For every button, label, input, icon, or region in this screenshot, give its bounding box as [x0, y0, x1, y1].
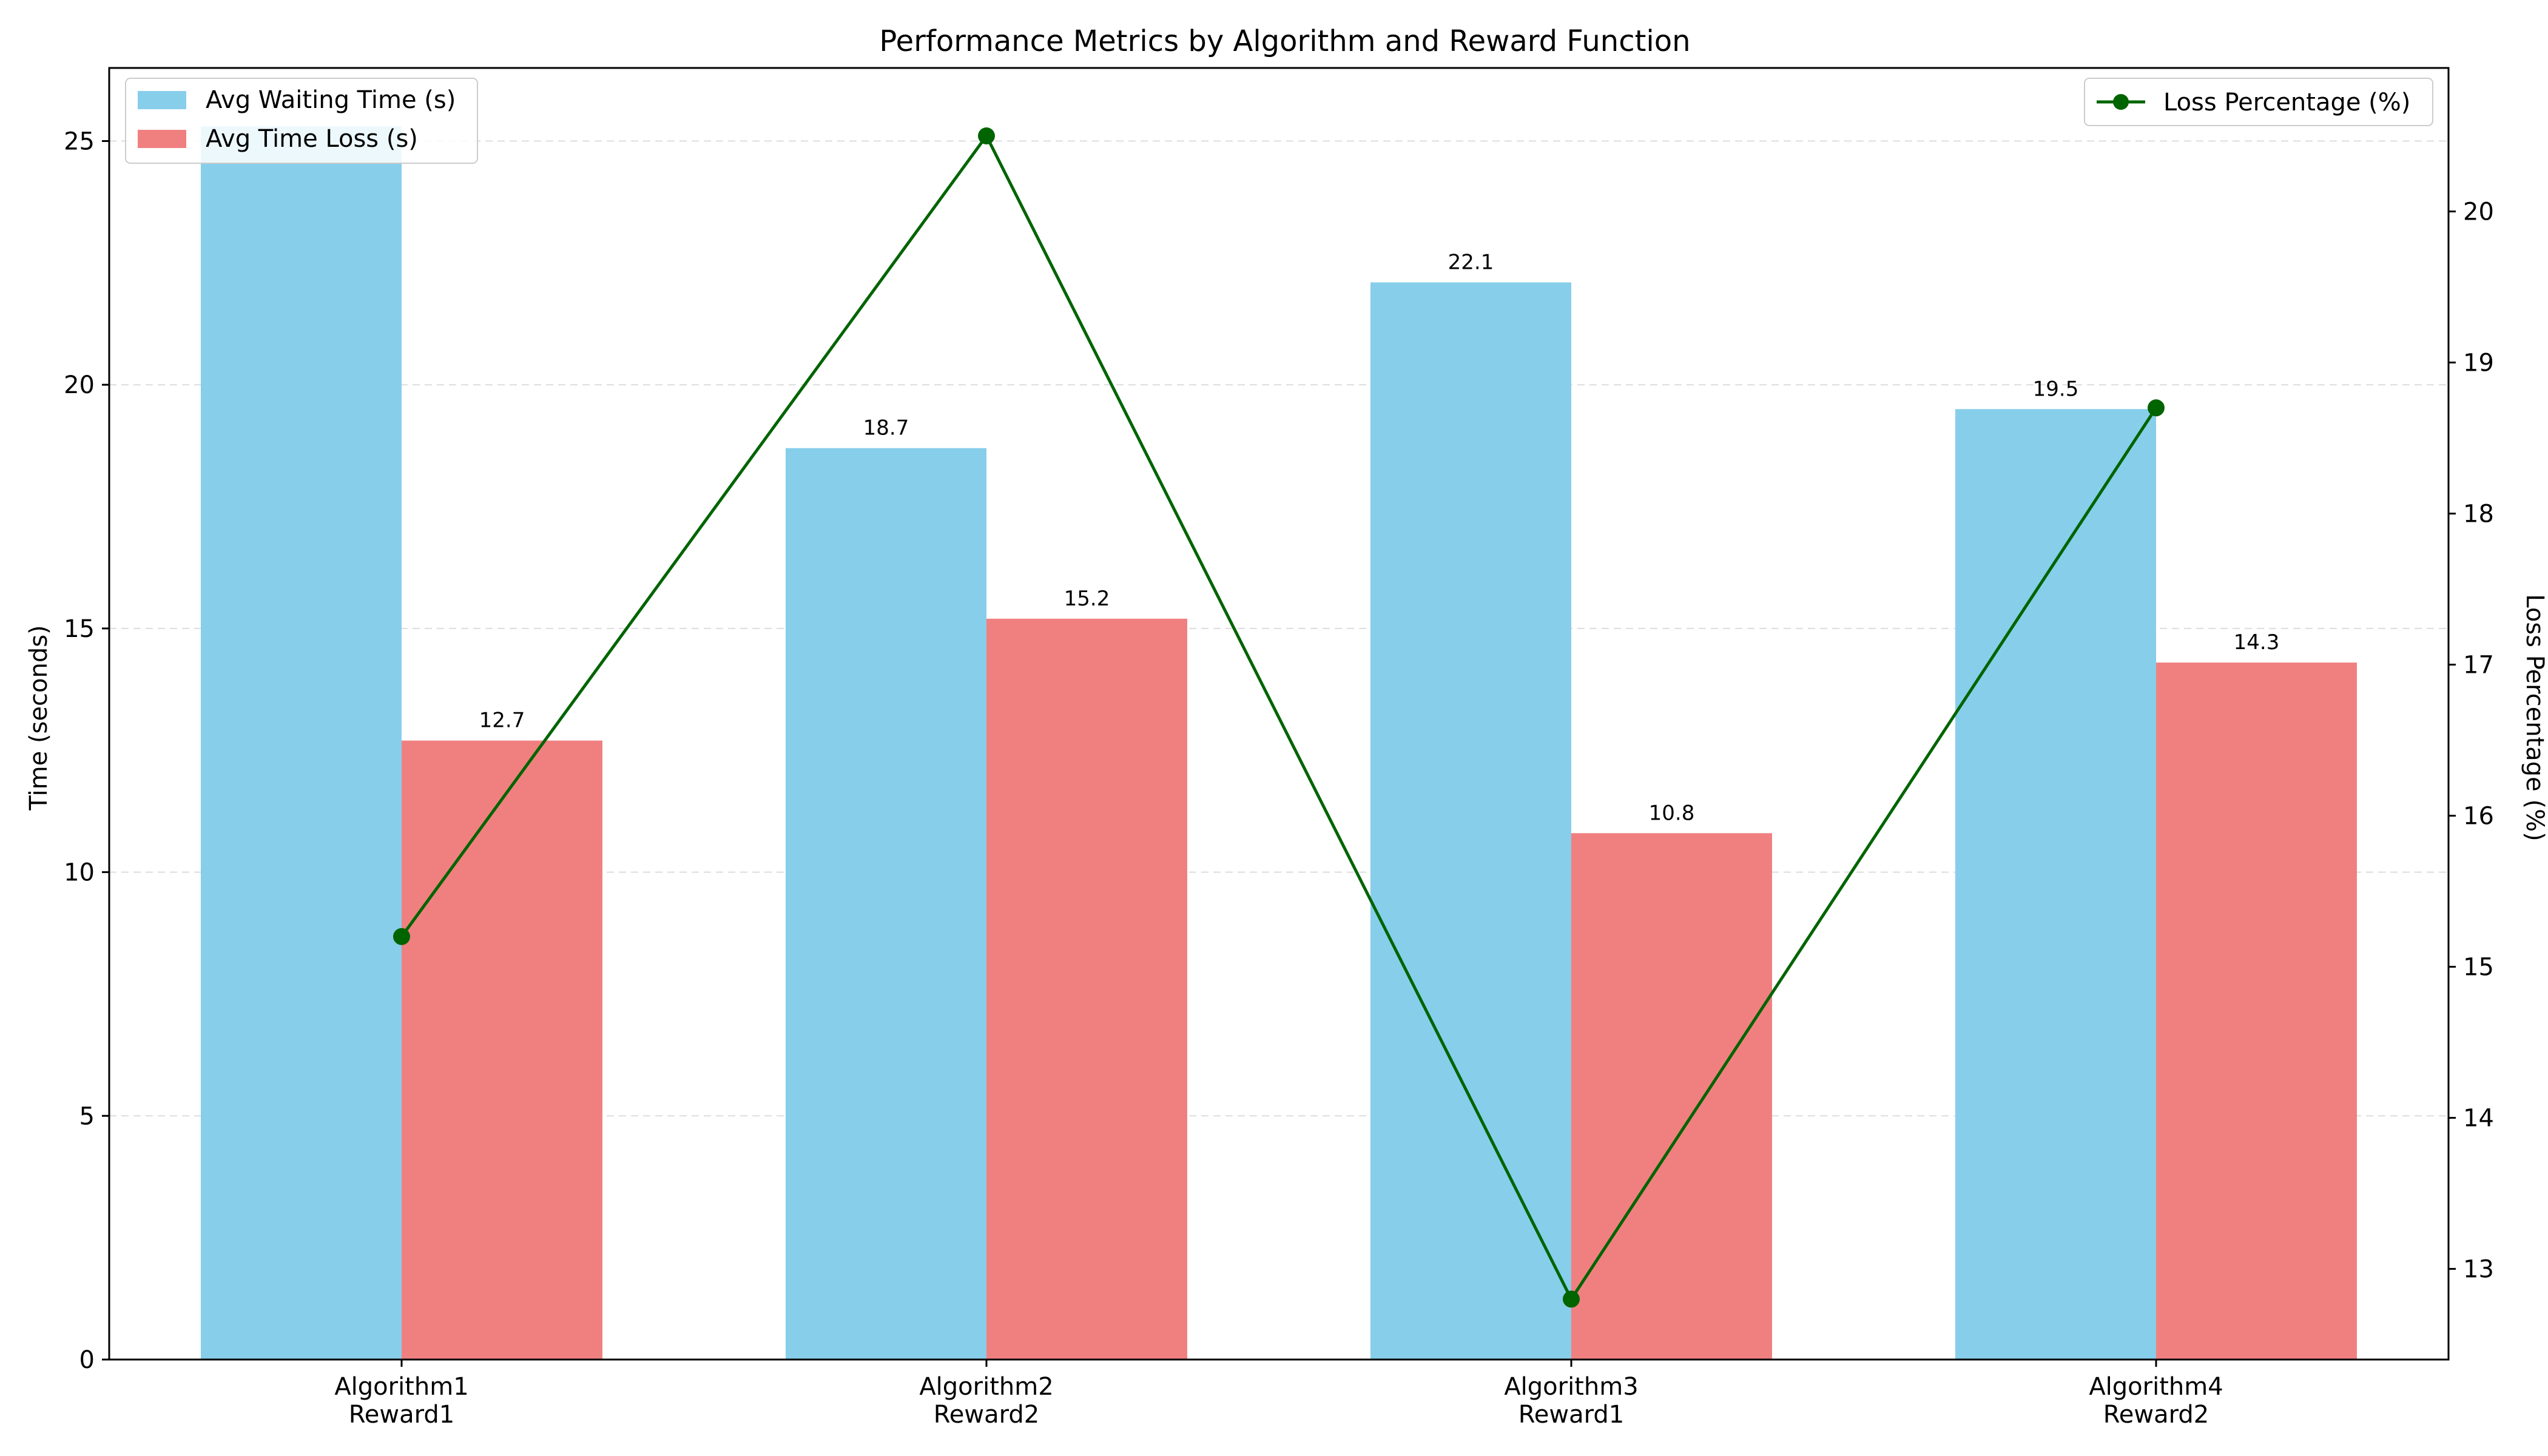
bar	[986, 618, 1187, 1360]
x-tick-label: Algorithm2	[919, 1373, 1053, 1401]
y2-tick-label: 15	[2463, 954, 2494, 982]
bar	[1571, 833, 1772, 1360]
legend-swatch	[138, 91, 186, 109]
y2-tick-label: 17	[2463, 652, 2494, 679]
x-tick-label: Algorithm1	[334, 1373, 468, 1401]
legend-box	[2084, 78, 2433, 126]
loss-percentage-line	[400, 133, 2158, 1303]
plot-frame	[108, 67, 2450, 1361]
legend-bars: Avg Waiting Time (s) Avg Time Loss (s)	[125, 78, 478, 164]
loss-percentage-point	[2148, 399, 2165, 417]
x-tick-label: Reward2	[2103, 1401, 2209, 1429]
y2-axis-label: Loss Percentage (%)	[2521, 594, 2548, 841]
bar	[2156, 662, 2357, 1360]
legend-label: Loss Percentage (%)	[2163, 89, 2410, 116]
data-label: 10.8	[1649, 801, 1695, 825]
x-tick-label: Reward2	[934, 1401, 1039, 1429]
x-tick-label: Algorithm3	[1504, 1373, 1638, 1401]
axes-layer: 05101520251314151617181920Algorithm1Rewa…	[64, 67, 2494, 1429]
y2-tick-label: 20	[2463, 198, 2494, 226]
y2-tick-label: 14	[2463, 1105, 2494, 1133]
y2-tick-label: 16	[2463, 803, 2494, 831]
legend-label: Avg Waiting Time (s)	[206, 86, 456, 114]
data-label: 14.3	[2234, 630, 2280, 655]
bar	[1370, 282, 1571, 1360]
bars-layer: 18.7 22.1 19.5 12.7 15.2 10.8 14.3	[201, 126, 2357, 1360]
bar	[402, 740, 602, 1360]
x-tick-label: Reward1	[1518, 1401, 1624, 1429]
y2-tick-label: 18	[2463, 500, 2494, 528]
loss-percentage-point	[393, 928, 410, 945]
data-label: 15.2	[1064, 587, 1110, 611]
loss-percentage-point	[1563, 1290, 1580, 1308]
data-label: 19.5	[2033, 377, 2079, 401]
legend-box	[125, 78, 478, 164]
y-tick-label: 10	[64, 859, 95, 887]
y2-tick-label: 19	[2463, 349, 2494, 377]
legend-line: Loss Percentage (%)	[2084, 78, 2433, 126]
chart-title: Performance Metrics by Algorithm and Rew…	[879, 24, 1690, 58]
y2-tick-label: 13	[2463, 1256, 2494, 1284]
legend-label: Avg Time Loss (s)	[206, 125, 418, 153]
data-label: 12.7	[479, 709, 525, 733]
legend-swatch	[138, 130, 186, 148]
loss-percentage-point	[978, 127, 995, 145]
bar	[1955, 409, 2156, 1360]
data-label: 18.7	[863, 416, 909, 440]
bar	[201, 126, 402, 1360]
x-tick-label: Algorithm4	[2089, 1373, 2223, 1401]
y-tick-label: 0	[79, 1346, 95, 1374]
legend-marker	[2113, 94, 2129, 110]
y-tick-label: 25	[64, 128, 95, 156]
y-tick-label: 15	[64, 615, 95, 643]
y-tick-label: 5	[79, 1102, 95, 1130]
bar	[786, 448, 986, 1360]
line-layer	[393, 127, 2165, 1308]
y-tick-label: 20	[64, 371, 95, 399]
data-label: 22.1	[1448, 250, 1494, 274]
y-axis-label: Time (seconds)	[25, 625, 53, 811]
x-tick-label: Reward1	[349, 1401, 454, 1429]
